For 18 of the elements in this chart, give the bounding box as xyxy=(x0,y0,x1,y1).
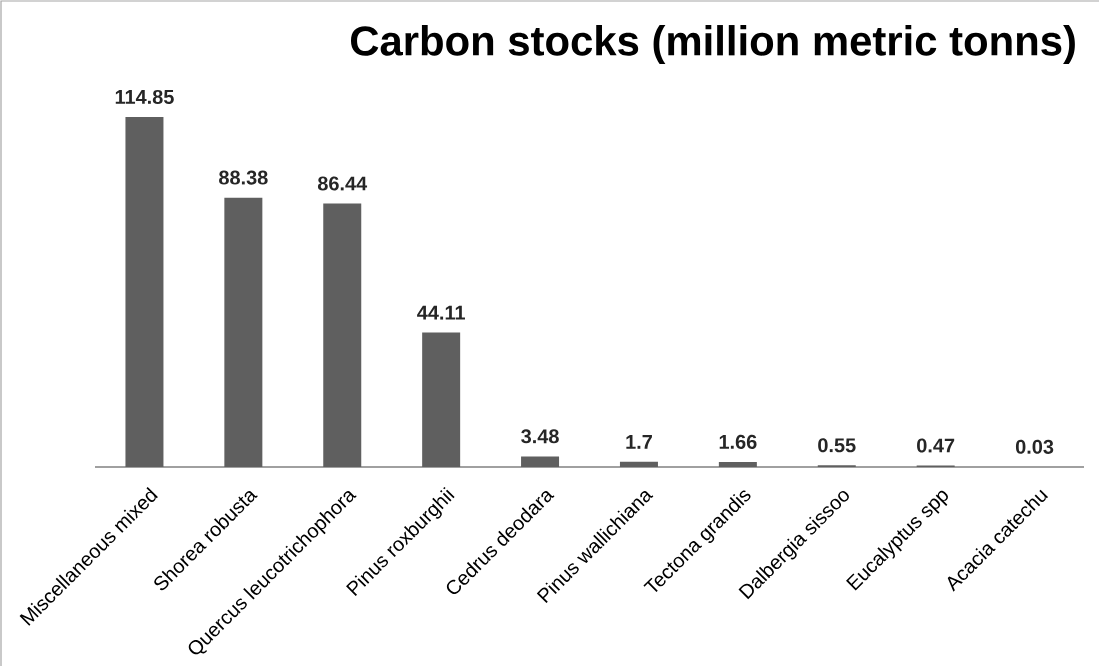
chart-title: Carbon stocks (million metric tonns) xyxy=(350,25,1075,65)
data-label: 88.38 xyxy=(219,170,268,185)
bar xyxy=(125,117,164,467)
data-label: 3.48 xyxy=(521,429,559,444)
data-label: 0.03 xyxy=(1015,439,1054,454)
data-label: 114.85 xyxy=(115,89,174,104)
bar xyxy=(323,203,362,467)
data-label: 0.55 xyxy=(818,438,856,453)
bar xyxy=(718,461,757,467)
data-label: 1.7 xyxy=(626,435,652,449)
data-label: 44.11 xyxy=(417,305,465,320)
data-label: 1.66 xyxy=(719,434,757,449)
bar xyxy=(224,197,263,467)
data-label: 0.47 xyxy=(917,438,955,453)
data-label: 86.44 xyxy=(317,176,368,191)
bar xyxy=(619,461,658,467)
bar xyxy=(521,456,560,467)
bar xyxy=(422,332,461,467)
